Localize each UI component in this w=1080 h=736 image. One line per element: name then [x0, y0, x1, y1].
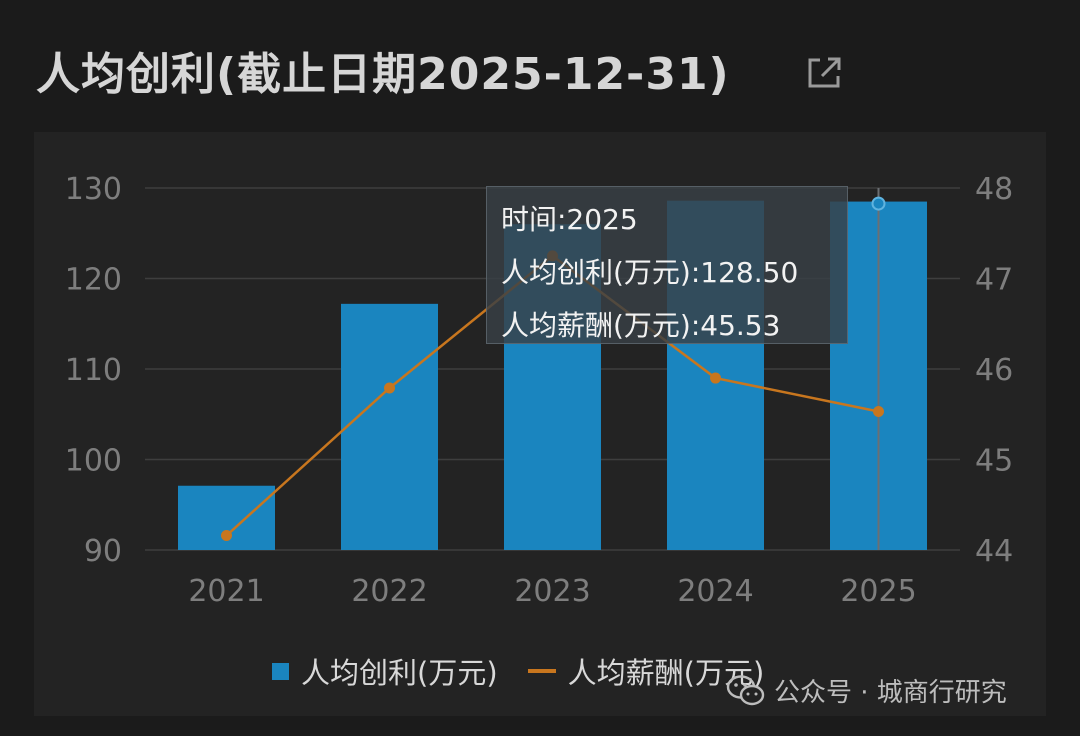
legend-item-profit[interactable]: 人均创利(万元): [272, 650, 498, 692]
salary-point-2022[interactable]: [384, 382, 395, 394]
salary-point-2024[interactable]: [710, 372, 721, 384]
tooltip-profit: 人均创利(万元):128.50: [501, 256, 799, 289]
x-tick-label: 2024: [677, 574, 753, 609]
legend-bar-swatch: [272, 662, 289, 680]
legend-profit-label: 人均创利(万元): [301, 656, 498, 690]
x-tick-label: 2021: [188, 574, 264, 609]
y-right-tick-label: 45: [975, 444, 1013, 479]
wechat-icon: [726, 674, 765, 705]
tooltip-time: 时间:2025: [501, 203, 638, 236]
x-tick-label: 2025: [840, 574, 916, 609]
y-right-tick-label: 44: [975, 534, 1013, 569]
y-right-tick-label: 47: [975, 263, 1013, 298]
x-tick-label: 2023: [514, 574, 590, 609]
highlight-marker: [871, 196, 886, 211]
bar-2022[interactable]: [341, 303, 438, 550]
share-icon[interactable]: [806, 54, 844, 90]
y-left-tick-label: 130: [65, 172, 122, 207]
legend-line-swatch: [527, 669, 556, 673]
chart-title: 人均创利(截止日期2025-12-31): [36, 49, 730, 100]
legend: 人均创利(万元) 人均薪酬(万元): [272, 650, 764, 692]
legend-item-salary[interactable]: 人均薪酬(万元): [498, 650, 765, 692]
y-left-tick-label: 100: [65, 444, 122, 479]
watermark: 公众号 · 城商行研究: [726, 672, 1007, 709]
tooltip: 时间:2025 人均创利(万元):128.50 人均薪酬(万元):45.53: [486, 186, 848, 344]
y-left-tick-label: 110: [65, 353, 122, 388]
salary-point-2021[interactable]: [221, 530, 232, 542]
x-tick-label: 2022: [351, 574, 427, 609]
y-left-tick-label: 120: [65, 263, 122, 298]
tooltip-salary: 人均薪酬(万元):45.53: [501, 309, 781, 342]
salary-point-2025[interactable]: [873, 406, 884, 418]
y-right-tick-label: 46: [975, 353, 1013, 388]
y-right-tick-label: 48: [975, 172, 1013, 207]
axes: 90 100 110 120 130 44 45 46 47 48 2021 2022 2023 2024…: [65, 172, 1013, 609]
y-left-tick-label: 90: [84, 534, 122, 569]
watermark-text: 公众号 · 城商行研究: [774, 678, 1007, 708]
legend-salary-label: 人均薪酬(万元): [567, 656, 765, 690]
